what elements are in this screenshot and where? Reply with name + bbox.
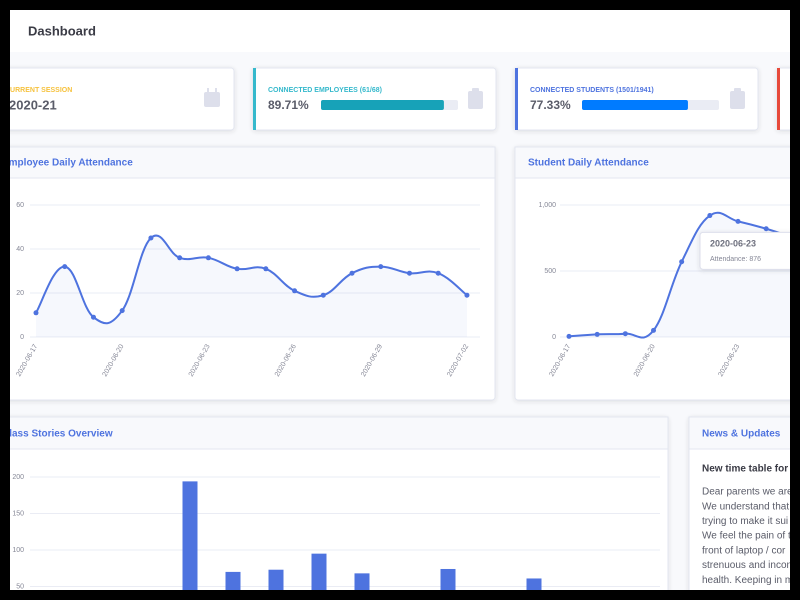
point (148, 235, 154, 241)
card-header (688, 416, 800, 450)
bar (526, 578, 542, 590)
point (735, 218, 741, 224)
chart-title: Class Stories Overview (2, 429, 113, 440)
point (679, 259, 685, 265)
bar (354, 573, 370, 590)
calendar-icon (204, 88, 220, 107)
tooltip-title: 2020-06-23 (710, 239, 756, 249)
card-header (0, 146, 496, 179)
point (292, 288, 298, 294)
card-accent (515, 68, 518, 130)
y-tick-label: 500 (544, 268, 556, 275)
news-line: strenuous and incon (702, 560, 792, 571)
point (651, 327, 657, 333)
news-title: News & Updates (702, 429, 781, 440)
card-value: 2020-21 (9, 97, 57, 112)
news-headline: New time table for (702, 464, 788, 475)
point (119, 308, 125, 314)
news-line: We understand that (702, 501, 789, 512)
point (594, 331, 600, 337)
tooltip: 2020-06-23 Attendance: 876 (321, 100, 796, 270)
point (622, 331, 628, 337)
y-tick-label: 150 (12, 510, 24, 517)
progress-bar (582, 100, 688, 110)
y-tick-label: 200 (12, 474, 24, 481)
point (566, 333, 572, 339)
bar (440, 568, 456, 590)
point (90, 314, 96, 320)
point (763, 226, 769, 232)
card-accent (777, 68, 780, 130)
point (205, 255, 211, 261)
card-label: CONNECTED STUDENTS (1501/1941) (530, 87, 654, 94)
top-bar (0, 10, 800, 52)
y-tick-label: 20 (16, 290, 24, 297)
card-label: CONNECTED EMPLOYEES (61/68) (268, 87, 382, 94)
clipboard-icon (468, 88, 483, 109)
bar (225, 571, 241, 590)
y-tick-label: 40 (16, 246, 24, 253)
chart-title: Employee Daily Attendance (2, 158, 133, 169)
y-tick-label: 0 (20, 334, 24, 341)
news-line: front of laptop / cor (702, 545, 786, 556)
progress-bar (321, 100, 444, 110)
news-line: health. Keeping in m (702, 575, 793, 586)
tooltip-text: Attendance: 876 (710, 256, 761, 263)
news-line: Dear parents we are (702, 487, 793, 498)
point (177, 255, 183, 261)
news-line: We feel the pain of t (702, 531, 791, 542)
bar (268, 569, 284, 590)
card-label: CURRENT SESSION (5, 87, 72, 94)
point (33, 310, 39, 316)
point (435, 270, 441, 276)
card-header (0, 416, 669, 450)
y-tick-label: 50 (16, 583, 24, 590)
card-value: 77.33% (530, 98, 571, 112)
y-tick-label: 60 (16, 202, 24, 209)
point (320, 292, 326, 298)
point (263, 266, 269, 272)
y-tick-label: 1,000 (538, 202, 556, 209)
news-line: trying to make it sui (702, 516, 788, 527)
point (349, 270, 355, 276)
line (35, 234, 468, 325)
chart-title: Student Daily Attendance (528, 158, 649, 169)
card-header (514, 146, 800, 179)
news-body: Dear parents we are We understand that try… (702, 487, 793, 586)
card-accent (253, 68, 256, 130)
point (464, 292, 470, 298)
session-card (0, 67, 235, 131)
y-tick-label: 0 (552, 334, 556, 341)
point (406, 270, 412, 276)
point (378, 264, 384, 270)
point (234, 266, 240, 272)
page-title: Dashboard (28, 23, 96, 38)
clipboard-icon (730, 88, 745, 109)
point (707, 213, 713, 219)
point (62, 264, 68, 270)
area (36, 235, 467, 337)
card-value: 89.71% (268, 98, 309, 112)
y-tick-label: 100 (12, 547, 24, 554)
bar (182, 481, 198, 590)
bar (311, 553, 327, 590)
plot: 50 100 150 200 (12, 474, 660, 590)
